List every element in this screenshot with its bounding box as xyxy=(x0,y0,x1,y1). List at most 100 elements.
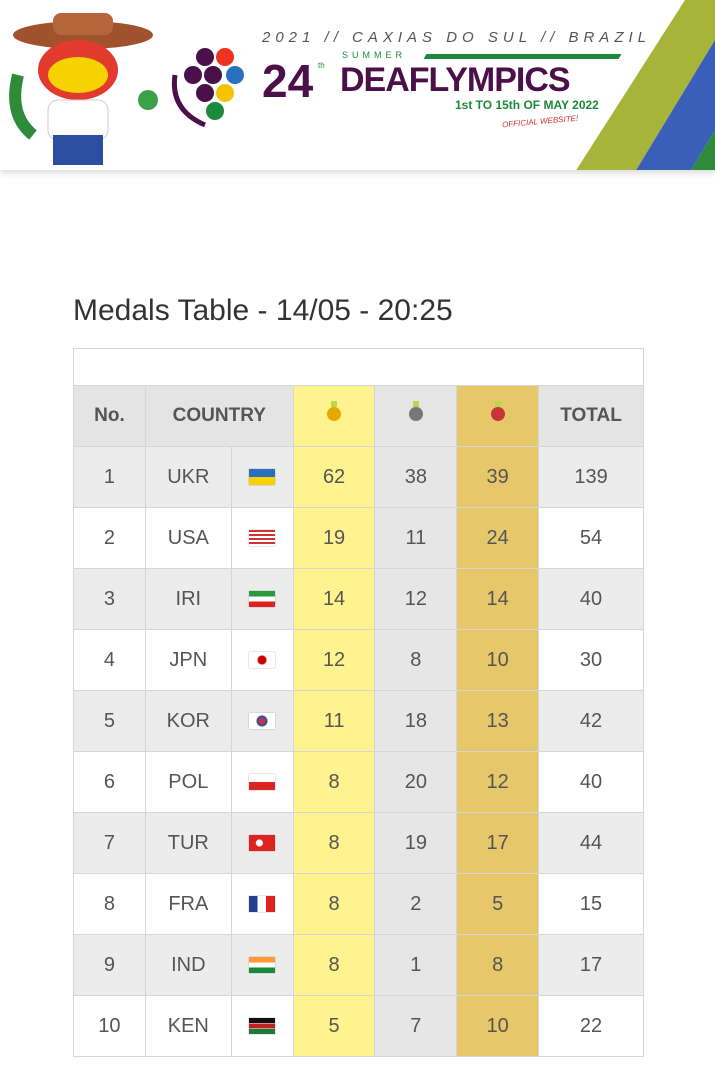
banner-ordinal: th xyxy=(318,61,325,70)
rank-cell: 7 xyxy=(73,812,146,874)
bronze-cell: 14 xyxy=(456,568,540,630)
total-cell: 44 xyxy=(538,812,644,874)
flag-cell xyxy=(230,568,294,630)
silver-cell: 2 xyxy=(374,873,458,935)
medals-table: No. COUNTRY TOTAL 1 UKR 62 38 39 139 2 US… xyxy=(73,348,644,1057)
banner-location: 2021 // CAXIAS DO SUL // BRAZIL xyxy=(262,29,651,46)
india-flag-icon xyxy=(249,957,276,974)
silver-cell: 8 xyxy=(374,629,458,691)
country-cell: POL xyxy=(144,751,232,813)
rank-cell: 8 xyxy=(73,873,146,935)
header-gold xyxy=(292,385,376,447)
flag-cell xyxy=(230,751,294,813)
country-cell: FRA xyxy=(144,873,232,935)
flag-cell xyxy=(230,873,294,935)
country-cell: TUR xyxy=(144,812,232,874)
gold-cell: 62 xyxy=(292,446,376,508)
rank-cell: 1 xyxy=(73,446,146,508)
country-cell: IRI xyxy=(144,568,232,630)
bronze-cell: 5 xyxy=(456,873,540,935)
total-cell: 15 xyxy=(538,873,644,935)
total-cell: 40 xyxy=(538,751,644,813)
bronze-cell: 12 xyxy=(456,751,540,813)
silver-cell: 7 xyxy=(374,995,458,1057)
banner-official: OFFICIAL WEBSITE! xyxy=(501,113,579,130)
total-cell: 139 xyxy=(538,446,644,508)
country-cell: KEN xyxy=(144,995,232,1057)
bronze-cell: 8 xyxy=(456,934,540,996)
banner-decoration xyxy=(576,0,715,170)
bronze-cell: 17 xyxy=(456,812,540,874)
country-cell: UKR xyxy=(144,446,232,508)
banner-summer: SUMMER xyxy=(342,50,406,60)
gold-cell: 11 xyxy=(292,690,376,752)
flag-cell xyxy=(230,629,294,691)
country-cell: KOR xyxy=(144,690,232,752)
rank-cell: 5 xyxy=(73,690,146,752)
gold-medal-icon xyxy=(327,401,342,421)
total-cell: 22 xyxy=(538,995,644,1057)
rank-cell: 2 xyxy=(73,507,146,569)
bronze-cell: 10 xyxy=(456,629,540,691)
flag-cell xyxy=(230,507,294,569)
japan-flag-icon xyxy=(249,652,276,669)
bronze-cell: 39 xyxy=(456,446,540,508)
header-country: COUNTRY xyxy=(144,385,294,447)
header-silver xyxy=(374,385,458,447)
silver-cell: 12 xyxy=(374,568,458,630)
rank-cell: 3 xyxy=(73,568,146,630)
table-row: 3 IRI 14 12 14 40 xyxy=(73,568,644,630)
country-cell: JPN xyxy=(144,629,232,691)
gold-cell: 12 xyxy=(292,629,376,691)
total-cell: 42 xyxy=(538,690,644,752)
total-cell: 17 xyxy=(538,934,644,996)
gold-cell: 19 xyxy=(292,507,376,569)
kenya-flag-icon xyxy=(249,1018,276,1035)
silver-cell: 11 xyxy=(374,507,458,569)
flag-cell xyxy=(230,934,294,996)
silver-cell: 20 xyxy=(374,751,458,813)
flag-cell xyxy=(230,690,294,752)
page-title: Medals Table - 14/05 - 20:25 xyxy=(73,294,453,327)
iran-flag-icon xyxy=(249,591,276,608)
country-cell: IND xyxy=(144,934,232,996)
rank-cell: 10 xyxy=(73,995,146,1057)
rank-cell: 6 xyxy=(73,751,146,813)
france-flag-icon xyxy=(249,896,276,913)
banner-name: DEAFLYMPICS xyxy=(340,61,571,99)
silver-cell: 1 xyxy=(374,934,458,996)
bronze-cell: 10 xyxy=(456,995,540,1057)
header-no: No. xyxy=(73,385,146,447)
mascot-logo xyxy=(9,13,158,165)
total-cell: 40 xyxy=(538,568,644,630)
korea-flag-icon xyxy=(249,713,276,730)
flag-cell xyxy=(230,446,294,508)
country-cell: USA xyxy=(144,507,232,569)
bronze-cell: 13 xyxy=(456,690,540,752)
table-row: 6 POL 8 20 12 40 xyxy=(73,751,644,813)
flag-cell xyxy=(230,812,294,874)
silver-cell: 38 xyxy=(374,446,458,508)
rank-cell: 9 xyxy=(73,934,146,996)
usa-flag-icon xyxy=(249,530,276,547)
rank-cell: 4 xyxy=(73,629,146,691)
table-row: 1 UKR 62 38 39 139 xyxy=(73,446,644,508)
grapes-logo xyxy=(171,48,244,128)
gold-cell: 8 xyxy=(292,934,376,996)
gold-cell: 8 xyxy=(292,812,376,874)
header-bronze xyxy=(456,385,540,447)
table-row: 9 IND 8 1 8 17 xyxy=(73,934,644,996)
table-row: 4 JPN 12 8 10 30 xyxy=(73,629,644,691)
silver-cell: 19 xyxy=(374,812,458,874)
total-cell: 30 xyxy=(538,629,644,691)
bronze-medal-icon xyxy=(490,401,505,421)
flag-cell xyxy=(230,995,294,1057)
bronze-cell: 24 xyxy=(456,507,540,569)
header-total: TOTAL xyxy=(538,385,644,447)
poland-flag-icon xyxy=(249,774,276,791)
silver-cell: 18 xyxy=(374,690,458,752)
total-cell: 54 xyxy=(538,507,644,569)
header-banner[interactable]: 2021 // CAXIAS DO SUL // BRAZIL 24 th SU… xyxy=(0,0,715,170)
gold-cell: 5 xyxy=(292,995,376,1057)
silver-medal-icon xyxy=(408,401,423,421)
